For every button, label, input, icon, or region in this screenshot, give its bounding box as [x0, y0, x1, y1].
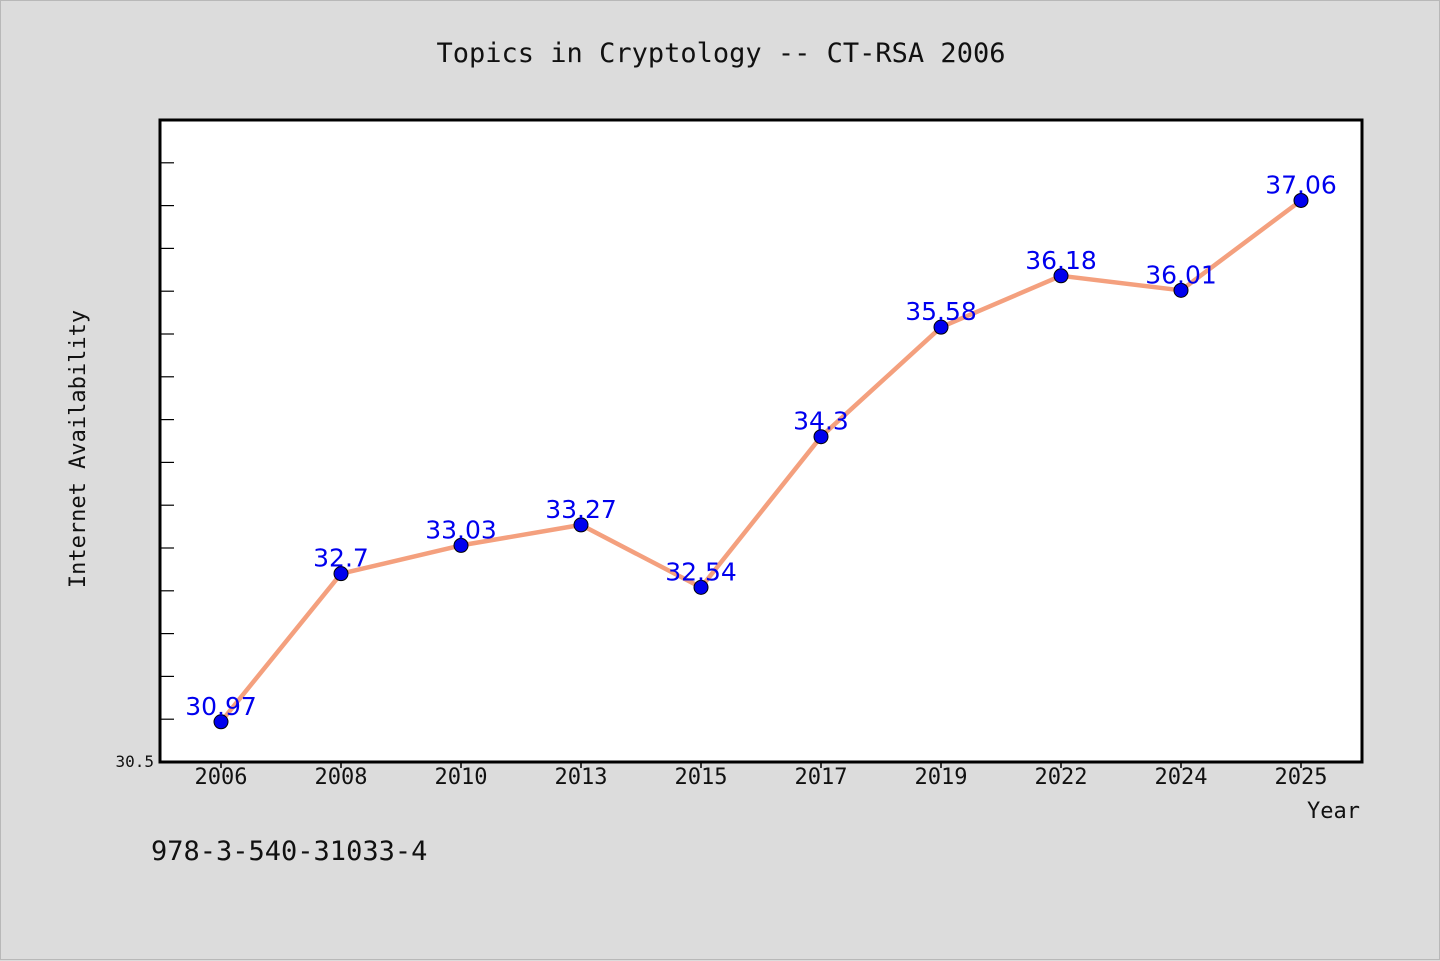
x-axis-ticks	[220, 762, 1302, 768]
data-label: 33.03	[425, 515, 497, 544]
data-point	[933, 319, 949, 335]
chart-title: Topics in Cryptology -- CT-RSA 2006	[437, 38, 1006, 69]
x-tick-label: 2019	[915, 765, 968, 790]
data-point	[813, 429, 829, 445]
x-tick-label: 2008	[315, 765, 368, 790]
x-tick-label: 2024	[1155, 765, 1208, 790]
plot-area	[158, 118, 1364, 764]
data-label: 37.06	[1265, 170, 1337, 199]
x-axis-title: Year	[1307, 799, 1360, 824]
data-point	[213, 714, 229, 730]
series-line	[218, 198, 1304, 725]
data-point	[453, 537, 469, 553]
y-tick-label: 30.5	[115, 752, 154, 771]
x-tick-label: 2025	[1275, 765, 1328, 790]
data-point	[693, 579, 709, 595]
series-group: 30.97 32.7 33.03 33.27 32.54 34.3 35.58 36.18 36…	[185, 170, 1337, 730]
x-tick-label: 2006	[195, 765, 248, 790]
data-point	[333, 566, 349, 582]
data-point	[1173, 282, 1189, 298]
data-label: 35.58	[905, 297, 977, 326]
data-label: 36.01	[1145, 260, 1217, 289]
data-label: 32.54	[665, 557, 737, 586]
data-label: 33.27	[545, 495, 617, 524]
data-label: 36.18	[1025, 246, 1097, 275]
data-point	[573, 517, 589, 533]
x-tick-label: 2022	[1035, 765, 1088, 790]
data-point	[1293, 192, 1309, 208]
data-point	[1053, 268, 1069, 284]
x-axis-tick-labels: 2006 2008 2010 2013 2015 2017 2019 2022 2024 2025	[195, 765, 1328, 790]
data-label: 32.7	[313, 544, 369, 573]
x-tick-label: 2017	[795, 765, 848, 790]
isbn-text: 978-3-540-31033-4	[151, 836, 428, 867]
x-tick-label: 2015	[675, 765, 728, 790]
data-label: 34.3	[793, 407, 849, 436]
y-axis-ticks	[160, 119, 174, 763]
x-tick-label: 2010	[435, 765, 488, 790]
y-axis-title: Internet Availability	[66, 310, 91, 588]
x-tick-label: 2013	[555, 765, 608, 790]
data-label: 30.97	[185, 692, 257, 721]
